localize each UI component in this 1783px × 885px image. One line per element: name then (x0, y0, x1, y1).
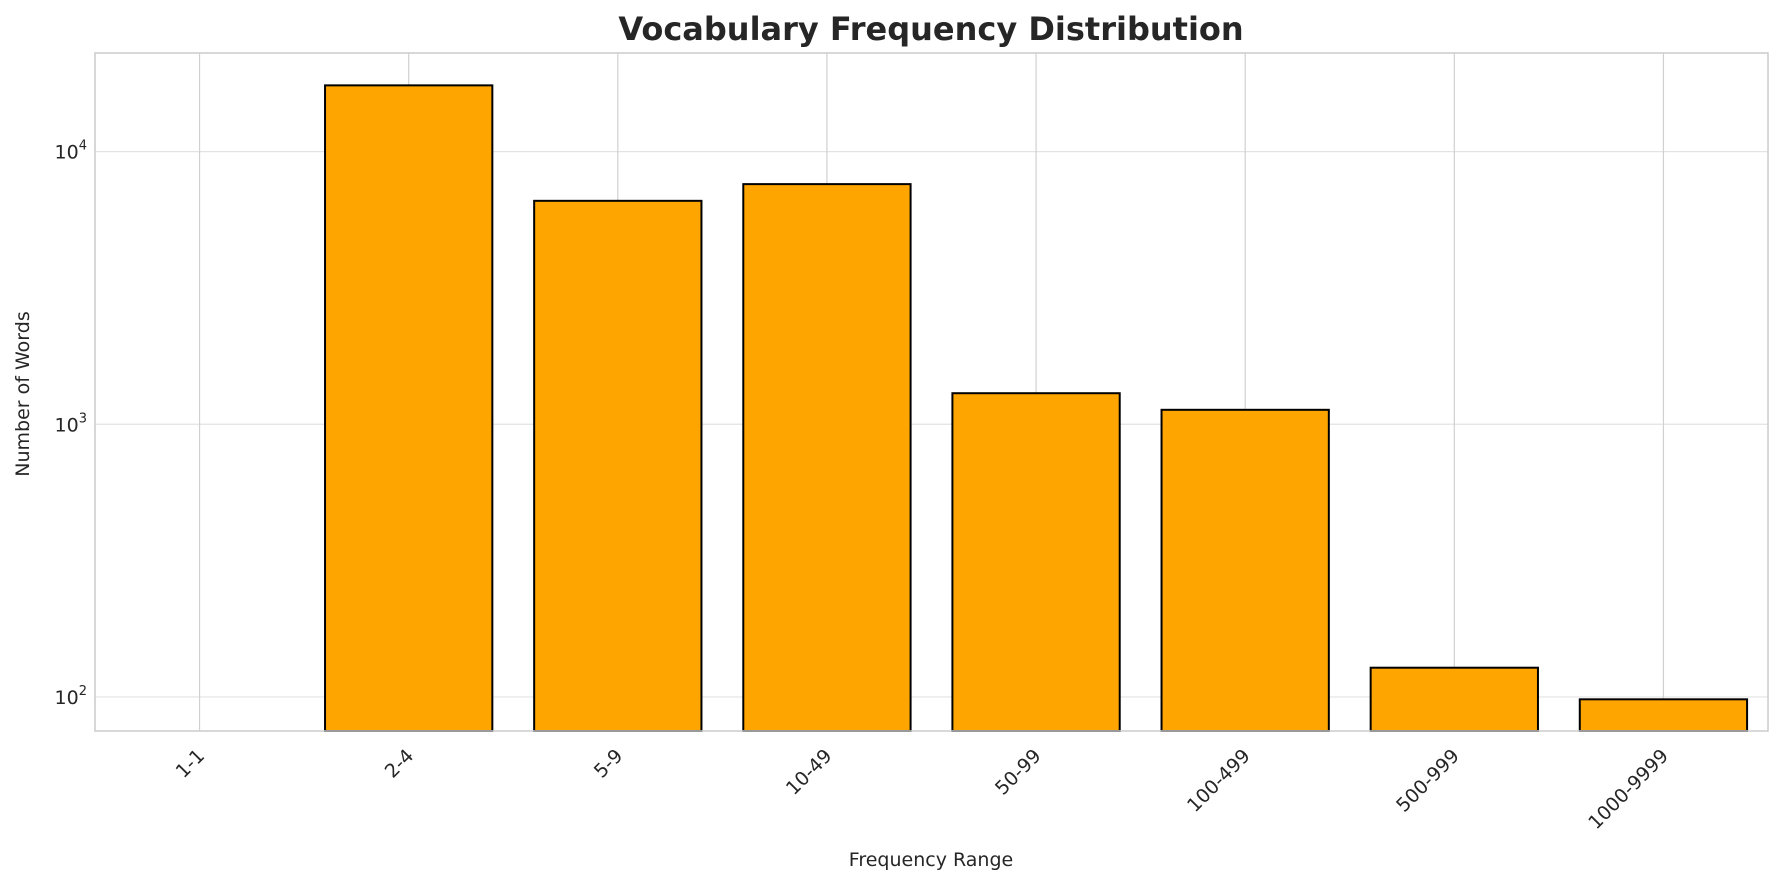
x-tick-label: 1000-9999 (1584, 745, 1673, 834)
x-tick-label: 1-1 (172, 745, 210, 783)
bar-100-499 (1160, 408, 1330, 732)
bar-50-99 (951, 392, 1121, 732)
bar-5-9 (533, 199, 703, 733)
plot-area: 102 103 104 1-1 2-4 5-9 10-49 50-99 100-499 500-9… (55, 52, 1769, 834)
bar-1000-9999 (1578, 698, 1749, 733)
plot-frame (94, 52, 1769, 732)
x-tick-label: 2-4 (381, 745, 419, 783)
bar-10-49 (742, 183, 912, 732)
y-tick-label: 103 (55, 411, 87, 436)
x-tick-label: 50-99 (991, 745, 1046, 800)
bar-500-999 (1369, 666, 1539, 732)
y-axis-label: Number of Words (12, 311, 34, 476)
y-tick-label: 104 (55, 139, 87, 164)
x-tick-label: 500-999 (1392, 745, 1464, 817)
x-axis-label: Frequency Range (849, 849, 1013, 871)
x-tick-label: 10-49 (782, 745, 837, 800)
bar-2-4 (324, 84, 494, 732)
x-tick-label: 100-499 (1183, 745, 1255, 817)
x-tick-label: 5-9 (590, 745, 628, 783)
chart-title: Vocabulary Frequency Distribution (618, 10, 1243, 48)
y-tick-label: 102 (55, 684, 87, 709)
